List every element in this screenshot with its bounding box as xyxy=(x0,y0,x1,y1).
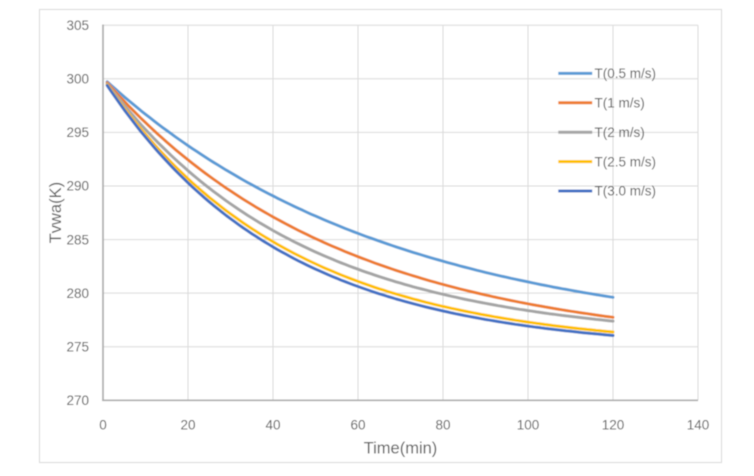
svg-text:100: 100 xyxy=(517,418,540,433)
svg-text:80: 80 xyxy=(435,418,450,433)
svg-text:275: 275 xyxy=(66,339,89,354)
svg-text:290: 290 xyxy=(66,179,89,194)
svg-text:T(0.5 m/s): T(0.5 m/s) xyxy=(595,66,657,81)
svg-text:40: 40 xyxy=(265,418,280,433)
svg-text:Time(min): Time(min) xyxy=(364,440,438,458)
svg-text:270: 270 xyxy=(66,393,89,408)
svg-text:285: 285 xyxy=(66,232,89,247)
svg-text:295: 295 xyxy=(66,125,89,140)
svg-text:305: 305 xyxy=(66,18,89,33)
svg-text:60: 60 xyxy=(350,418,365,433)
svg-text:120: 120 xyxy=(602,418,625,433)
svg-text:T(1 m/s): T(1 m/s) xyxy=(595,96,645,111)
svg-text:280: 280 xyxy=(66,286,89,301)
svg-text:20: 20 xyxy=(180,418,195,433)
svg-text:300: 300 xyxy=(66,72,89,87)
svg-text:140: 140 xyxy=(687,418,710,433)
svg-text:0: 0 xyxy=(99,418,107,433)
svg-text:T(2.5 m/s): T(2.5 m/s) xyxy=(595,154,657,169)
svg-text:T(2 m/s): T(2 m/s) xyxy=(595,125,645,140)
svg-text:Tvwa(K): Tvwa(K) xyxy=(47,182,65,243)
svg-text:T(3.0 m/s): T(3.0 m/s) xyxy=(595,184,657,199)
